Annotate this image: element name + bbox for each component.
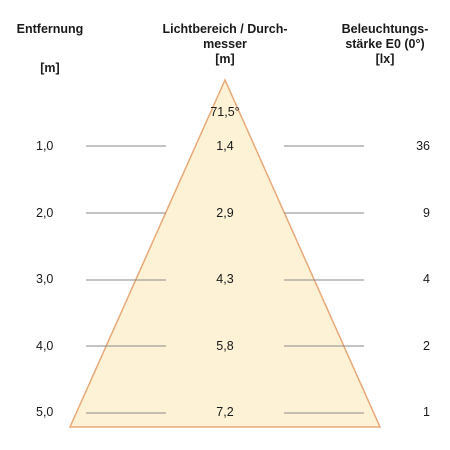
distance-unit: [m]: [40, 61, 60, 75]
diameter-value: 2,9: [216, 206, 234, 220]
distance-value: 2,0: [36, 206, 54, 220]
distance-value: 3,0: [36, 272, 54, 286]
diameter-value: 7,2: [216, 405, 234, 419]
lux-value: 1: [423, 405, 430, 419]
distance-value: 1,0: [36, 139, 54, 153]
distance-header: Entfernung [m]: [0, 22, 100, 76]
illuminance-title-line2: stärke E0 (0°): [345, 37, 425, 51]
distance-title: Entfernung: [16, 22, 84, 36]
lux-value: 36: [416, 139, 430, 153]
light-cone: [68, 78, 382, 428]
diameter-header: Lichtbereich / Durch- messer [m]: [140, 22, 310, 67]
diameter-title-line1: Lichtbereich / Durch-: [162, 22, 288, 36]
illuminance-unit: [lx]: [375, 52, 395, 66]
illuminance-title-line1: Beleuchtungs-: [341, 22, 429, 36]
lux-value: 2: [423, 339, 430, 353]
beam-angle-label: 71,5°: [210, 105, 240, 119]
diameter-title-line2: messer: [203, 37, 247, 51]
lux-value: 9: [423, 206, 430, 220]
diameter-value: 1,4: [216, 139, 234, 153]
illuminance-header: Beleuchtungs- stärke E0 (0°) [lx]: [320, 22, 450, 67]
distance-value: 4,0: [36, 339, 54, 353]
diameter-value: 4,3: [216, 272, 234, 286]
diameter-unit: [m]: [215, 52, 235, 66]
distance-value: 5,0: [36, 405, 54, 419]
lux-value: 4: [423, 272, 430, 286]
diameter-value: 5,8: [216, 339, 234, 353]
